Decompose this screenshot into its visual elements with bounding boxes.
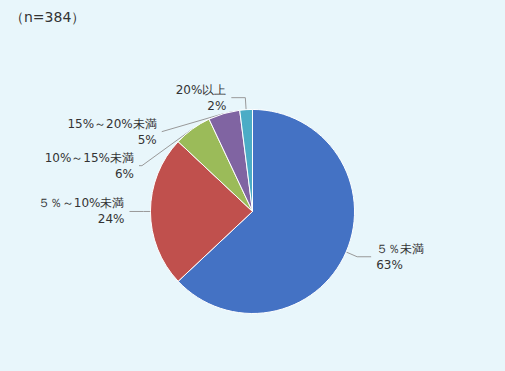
svg-text:6%: 6% [115, 167, 134, 181]
svg-text:5%: 5% [138, 133, 157, 147]
svg-text:20%以上: 20%以上 [176, 83, 227, 97]
svg-text:５％～10%未満: ５％～10%未満 [38, 196, 125, 210]
svg-text:５％未満: ５％未満 [376, 242, 424, 256]
svg-text:24%: 24% [98, 212, 125, 226]
svg-text:15%～20%未満: 15%～20%未満 [67, 117, 156, 131]
svg-text:10%～15%未満: 10%～15%未満 [45, 151, 134, 165]
svg-text:2%: 2% [207, 99, 226, 113]
svg-text:63%: 63% [376, 258, 403, 272]
svg-text:（n=384）: （n=384） [10, 9, 85, 25]
